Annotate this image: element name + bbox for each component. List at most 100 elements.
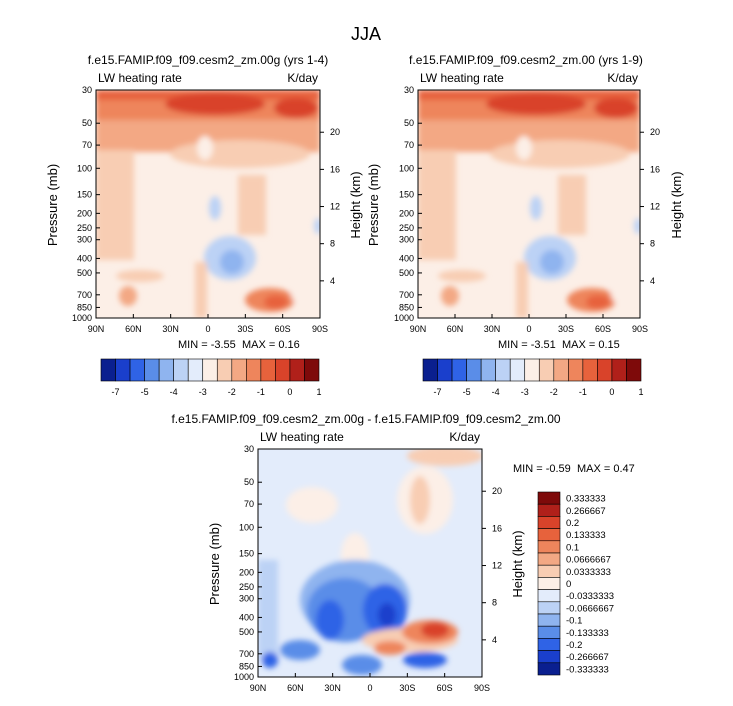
colorbar-c-swatch — [537, 491, 561, 505]
panel-b-xtick-label: 90N — [410, 324, 427, 334]
panel-a-ytick-label: 150 — [77, 190, 92, 200]
colorbar-c-label: -0.266667 — [566, 652, 609, 663]
panel-b-ytick-right-label: 16 — [650, 164, 660, 174]
colorbar-b-swatch — [582, 358, 598, 382]
panel-b-ytick-label: 300 — [399, 235, 414, 245]
panel-b-title: f.e15.FAMIP.f09_f09.cesm2_zm.00 (yrs 1-9… — [409, 53, 643, 67]
page-title: JJA — [351, 24, 381, 44]
panel-b-xtick-label: 90S — [632, 324, 648, 334]
colorbar-c-label: -0.333333 — [566, 664, 609, 675]
colorbar-b-swatch — [480, 358, 496, 382]
colorbar-a-swatch — [289, 358, 305, 382]
panel-c-min: MIN = -0.59 — [513, 463, 571, 475]
colorbar-a-label: -4 — [170, 387, 178, 397]
panel-c-ylabel-right: Height (km) — [510, 530, 525, 597]
panel-a-ytick-label: 70 — [82, 140, 92, 150]
panel-c-ytick-label: 30 — [244, 444, 254, 454]
colorbar-a-swatch — [275, 358, 291, 382]
colorbar-b-swatch — [597, 358, 613, 382]
panel-c-ytick-right-label: 8 — [492, 598, 497, 608]
panel-a-ytick-label: 30 — [82, 85, 92, 95]
panel-c-xtick-label: 60S — [437, 683, 453, 693]
panel-c-ytick-label: 1000 — [234, 672, 254, 682]
panel-c-xtick-label: 0 — [367, 683, 372, 693]
panel-c-ytick-label: 150 — [239, 549, 254, 559]
colorbar-b-swatch — [422, 358, 438, 382]
panel-a-xtick-label: 30N — [162, 324, 179, 334]
panel-a-field — [96, 90, 320, 318]
panel-b-ytick-label: 150 — [399, 190, 414, 200]
colorbar-b-label: -7 — [434, 387, 442, 397]
panel-a-xtick-label: 30S — [237, 324, 253, 334]
panel-b-xtick-label: 60S — [595, 324, 611, 334]
panel-a-ytick-label: 400 — [77, 253, 92, 263]
panel-b-ytick-label: 850 — [399, 302, 414, 312]
panel-a-ytick-label: 50 — [82, 118, 92, 128]
panel-a-ytick-right-label: 16 — [330, 164, 340, 174]
panel-b-ytick-label: 400 — [399, 253, 414, 263]
colorbar-b-label: -5 — [463, 387, 471, 397]
colorbar-a-swatch — [246, 358, 262, 382]
panel-b-ylabel-right: Height (km) — [669, 171, 684, 238]
colorbar-a-swatch — [144, 358, 160, 382]
panel-b-field — [418, 90, 640, 318]
panel-c-ytick-label: 400 — [239, 612, 254, 622]
colorbar-b-swatch — [611, 358, 627, 382]
panel-b-ytick-label: 700 — [399, 290, 414, 300]
colorbar-a-label: -7 — [112, 387, 120, 397]
colorbar-c-swatch — [537, 503, 561, 517]
panel-c-ytick-label: 70 — [244, 499, 254, 509]
colorbar-a-swatch — [158, 358, 174, 382]
colorbar-b-swatch — [553, 358, 569, 382]
colorbar-c-label: 0.266667 — [566, 506, 606, 517]
panel-a-ylabel-right: Height (km) — [348, 171, 363, 238]
panel-c-ytick-right-label: 20 — [492, 486, 502, 496]
panel-c-ytick-label: 850 — [239, 661, 254, 671]
colorbar-a-swatch — [187, 358, 204, 382]
colorbar-c-swatch — [537, 638, 561, 651]
panel-a-xtick-label: 0 — [205, 324, 210, 334]
panel-a-xtick-label: 60S — [275, 324, 291, 334]
panel-b-ytick-label: 500 — [399, 268, 414, 278]
colorbar-b-swatch — [568, 358, 584, 382]
panel-c-xtick-label: 30S — [399, 683, 415, 693]
colorbar-a-swatch — [115, 358, 131, 382]
panel-b-min: MIN = -3.51 — [498, 339, 556, 351]
panel-a-ytick-label: 1000 — [72, 313, 92, 323]
colorbar-b-label: -2 — [550, 387, 558, 397]
colorbar-c-label: 0.1 — [566, 542, 579, 553]
panel-a-title: f.e15.FAMIP.f09_f09.cesm2_zm.00g (yrs 1-… — [88, 53, 329, 67]
colorbar-c-label: -0.1 — [566, 616, 582, 627]
colorbar-c-label: 0.133333 — [566, 530, 606, 541]
colorbar-a-label: -1 — [257, 387, 265, 397]
colorbar-a-label: 1 — [316, 387, 321, 397]
colorbar-c-swatch — [537, 577, 561, 590]
panel-c-ytick-label: 200 — [239, 567, 254, 577]
colorbar-c-swatch — [537, 564, 561, 578]
colorbar-b-swatch — [626, 358, 642, 382]
colorbar-a-swatch — [216, 358, 233, 382]
panel-b-xtick-label: 60N — [447, 324, 464, 334]
colorbar-b-swatch — [495, 358, 511, 382]
colorbar-a-swatch — [202, 358, 218, 382]
panel-b-ytick-right-label: 8 — [650, 239, 655, 249]
panel-c-xtick-label: 60N — [287, 683, 304, 693]
panel-b-left-label: LW heating rate — [420, 71, 504, 85]
colorbar-c-swatch — [537, 625, 561, 639]
colorbar-c-swatch — [537, 613, 561, 627]
panel-b-xtick-label: 30S — [558, 324, 574, 334]
panel-c-ytick-label: 300 — [239, 594, 254, 604]
panel-c-ytick-right-label: 4 — [492, 635, 497, 645]
panel-a-right-label: K/day — [287, 71, 318, 85]
panel-a-xtick-label: 90S — [312, 324, 328, 334]
colorbar-c-swatch — [537, 601, 561, 615]
panel-c-left-label: LW heating rate — [260, 430, 344, 444]
panel-c-ytick-label: 100 — [239, 522, 254, 532]
panel-a-ytick-label: 500 — [77, 268, 92, 278]
panel-a-min: MIN = -3.55 — [178, 339, 236, 351]
panel-a: f.e15.FAMIP.f09_f09.cesm2_zm.00g (yrs 1-… — [45, 53, 363, 397]
panel-c-max: MAX = 0.47 — [577, 463, 635, 475]
panel-a-ytick-label: 250 — [77, 223, 92, 233]
panel-a-ytick-label: 200 — [77, 208, 92, 218]
colorbar-c-label: 0 — [566, 579, 571, 590]
